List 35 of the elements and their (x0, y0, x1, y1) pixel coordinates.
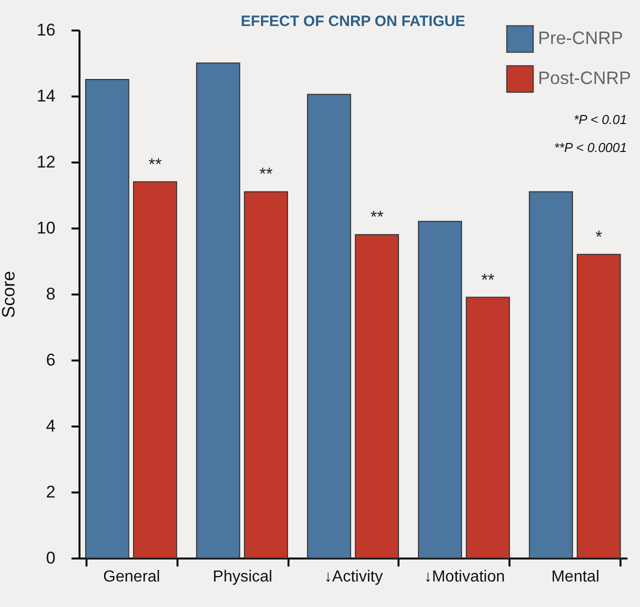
y-tick-label: 12 (36, 152, 56, 172)
annotation: *P < 0.01 (574, 112, 627, 127)
bar (466, 296, 510, 558)
chart-title: EFFECT OF CNRP ON FATIGUE (240, 13, 466, 30)
y-tick-label: 14 (36, 86, 56, 106)
y-tick-label: 16 (36, 20, 56, 40)
x-tick-label: ↓Activity (324, 568, 383, 586)
x-tick-label: ↓Motivation (424, 568, 505, 586)
bar (354, 234, 399, 558)
x-tick-label: General (103, 568, 160, 586)
y-tick-label: 8 (46, 284, 56, 304)
data-label: * (595, 227, 602, 246)
bar (196, 62, 240, 558)
legend-label: Pre-CNRP (538, 28, 624, 48)
bar (576, 254, 621, 558)
bar (85, 79, 130, 558)
bar (307, 94, 352, 558)
y-tick-label: 10 (36, 218, 56, 238)
bar (528, 191, 573, 558)
bar (133, 181, 178, 558)
bar (244, 191, 288, 558)
y-axis-title: Score (0, 270, 19, 318)
bar (418, 220, 462, 558)
y-tick-label: 2 (46, 482, 56, 502)
legend-label: Post-CNRP (538, 68, 632, 88)
data-label: ** (148, 154, 162, 174)
x-tick-label: Mental (551, 568, 600, 586)
y-tick-label: 4 (46, 416, 56, 436)
annotation: **P < 0.0001 (554, 140, 627, 155)
data-label: ** (481, 270, 495, 290)
y-tick-label: 0 (46, 548, 56, 568)
x-tick-label: Physical (212, 568, 272, 586)
data-label: ** (370, 208, 384, 227)
y-tick-label: 6 (46, 350, 56, 370)
data-label: ** (259, 164, 274, 184)
